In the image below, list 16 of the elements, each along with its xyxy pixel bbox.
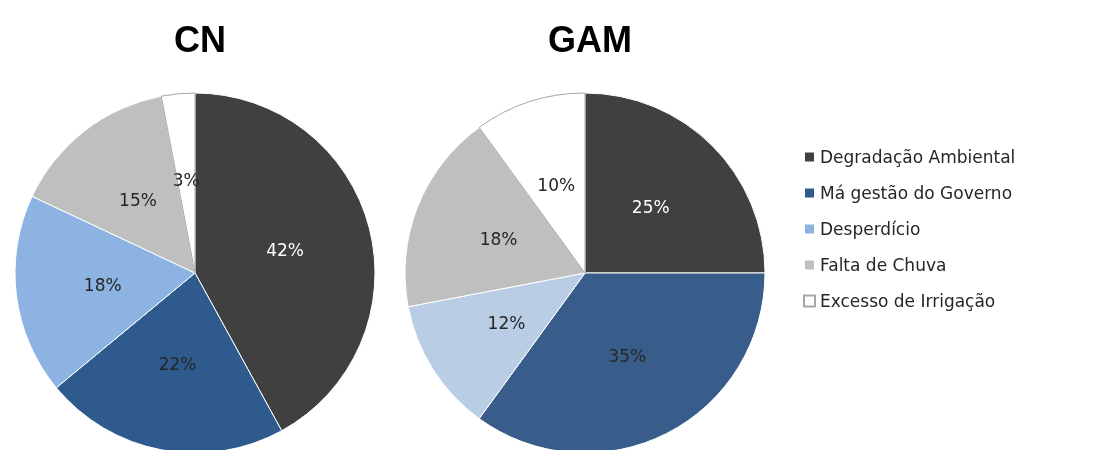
- slice-label: GAM: [548, 18, 632, 60]
- data-label: 10%: [537, 174, 576, 195]
- data-label: 12%: [487, 312, 526, 333]
- legend-label: Excesso de Irrigação: [820, 291, 996, 311]
- legend-label: Má gestão do Governo: [820, 183, 1013, 203]
- data-label: 25%: [631, 197, 670, 218]
- data-label: 42%: [266, 239, 304, 260]
- data-label: 15%: [119, 189, 157, 210]
- legend-label: Falta de Chuva: [820, 255, 947, 275]
- slice-label: CN: [174, 18, 226, 60]
- data-label: 18%: [479, 228, 518, 249]
- legend-label: Desperdício: [820, 219, 921, 239]
- data-label: 22%: [158, 354, 197, 375]
- data-label: 18%: [83, 274, 122, 295]
- data-label: 35%: [608, 345, 647, 366]
- legend-label: Degradação Ambiental: [820, 147, 1016, 167]
